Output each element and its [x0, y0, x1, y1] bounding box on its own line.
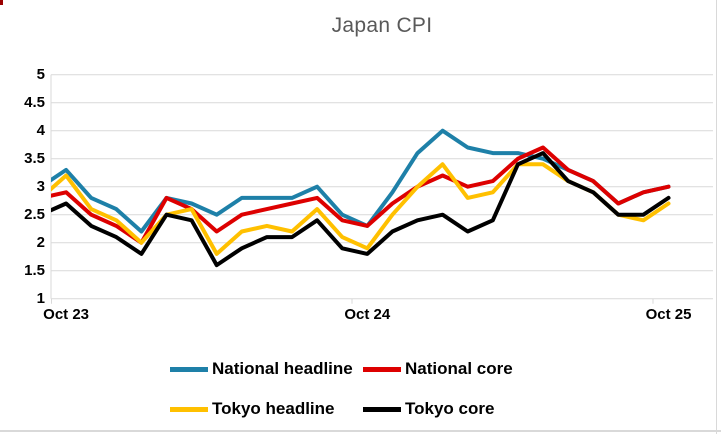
legend-label: National core: [405, 359, 513, 378]
gridlines: [51, 74, 713, 300]
series-line-tokyo-core: [51, 151, 671, 268]
series-line-national-headline: [51, 128, 671, 234]
legend-line-swatch: [170, 406, 208, 412]
plot-area: [50, 74, 713, 304]
y-tick-label-1.5: 1.5: [24, 261, 45, 279]
legend-item-national-core: National core: [363, 359, 513, 379]
window-right-border: [716, 0, 717, 434]
legend-label: Tokyo core: [405, 399, 495, 418]
window-bottom-border: [0, 430, 721, 432]
chart-title: Japan CPI: [331, 14, 433, 37]
x-tick-label-oct-25: Oct 25: [645, 306, 692, 323]
y-tick-label-3: 3: [36, 177, 45, 195]
screen-corner-artifact: [0, 0, 3, 5]
legend-line-swatch: [363, 406, 401, 412]
x-tick-label-oct-24: Oct 24: [344, 306, 391, 323]
axes: [50, 74, 654, 304]
legend-item-tokyo-headline: Tokyo headline: [170, 399, 335, 419]
y-tick-label-3.5: 3.5: [24, 149, 45, 167]
y-tick-label-1: 1: [36, 289, 45, 307]
y-tick-label-5: 5: [36, 65, 45, 83]
legend-item-tokyo-core: Tokyo core: [363, 399, 494, 419]
legend-line-swatch: [170, 366, 208, 372]
y-tick-label-4.5: 4.5: [24, 93, 45, 111]
y-tick-label-4: 4: [36, 121, 45, 139]
y-tick-label-2: 2: [36, 233, 45, 251]
x-tick-label-oct-23: Oct 23: [43, 306, 90, 323]
legend-label: National headline: [212, 359, 353, 378]
y-tick-label-2.5: 2.5: [24, 205, 45, 223]
legend-item-national-headline: National headline: [170, 359, 353, 379]
legend-label: Tokyo headline: [212, 399, 335, 418]
legend-line-swatch: [363, 366, 401, 372]
